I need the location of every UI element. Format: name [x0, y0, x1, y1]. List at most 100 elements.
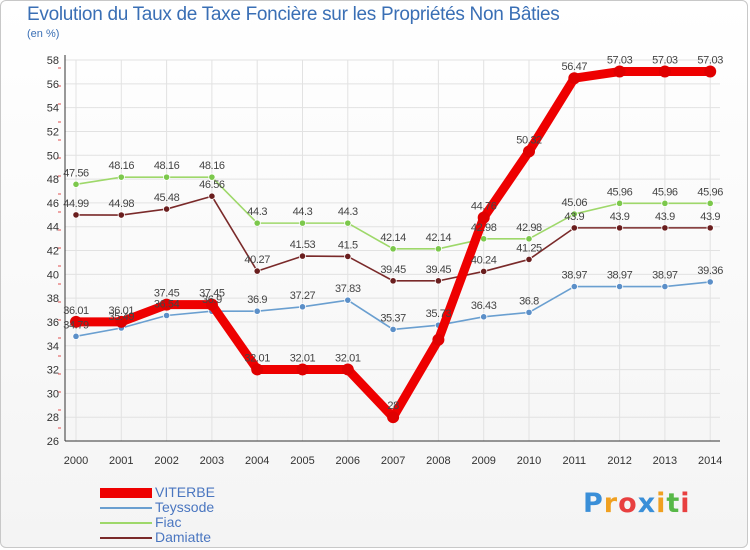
x-tick-label-2013: 2013 — [653, 455, 677, 467]
data-point-damiatte-2003 — [209, 193, 215, 199]
x-tick-label-2004: 2004 — [245, 455, 269, 467]
data-label-teyssode-2000: 34.79 — [63, 319, 89, 331]
data-label-fiac-2005: 44.3 — [293, 206, 313, 218]
data-point-damiatte-2008 — [435, 278, 441, 284]
data-point-fiac-2007 — [390, 246, 396, 252]
data-point-viterbe-2011 — [568, 72, 580, 84]
data-point-teyssode-2004 — [254, 308, 260, 314]
data-point-viterbe-2004 — [251, 363, 263, 375]
data-label-viterbe-2012: 57.03 — [607, 55, 633, 67]
y-tick-label-50: 50 — [47, 150, 59, 162]
data-label-teyssode-2010: 36.8 — [519, 295, 539, 307]
legend-swatch-teyssode — [100, 507, 152, 509]
data-point-fiac-2010 — [526, 236, 532, 242]
legend-item-fiac[interactable]: Fiac — [100, 515, 260, 530]
legend-item-viterbe[interactable]: VITERBE — [100, 485, 260, 500]
data-label-fiac-2010: 42.98 — [516, 222, 542, 234]
data-point-viterbe-2008 — [432, 334, 444, 346]
data-point-teyssode-2005 — [299, 304, 305, 310]
data-point-viterbe-2005 — [297, 363, 309, 375]
data-point-teyssode-2000 — [73, 333, 79, 339]
y-tick-label-34: 34 — [47, 341, 59, 353]
data-point-damiatte-2001 — [118, 212, 124, 218]
data-label-teyssode-2013: 38.97 — [652, 270, 678, 282]
data-point-teyssode-2009 — [481, 314, 487, 320]
data-point-teyssode-2010 — [526, 309, 532, 315]
data-label-damiatte-2013: 43.9 — [655, 211, 675, 223]
data-label-fiac-2002: 48.16 — [154, 160, 180, 172]
data-point-viterbe-2014 — [704, 66, 716, 78]
data-label-fiac-2000: 47.56 — [63, 167, 89, 179]
legend-swatch-fiac — [100, 522, 152, 524]
data-point-fiac-2013 — [662, 200, 668, 206]
y-tick-label-56: 56 — [47, 79, 59, 91]
y-tick-label-52: 52 — [47, 126, 59, 138]
data-label-damiatte-2006: 41.5 — [338, 239, 358, 251]
y-tick-label-44: 44 — [47, 222, 59, 234]
data-point-damiatte-2009 — [481, 268, 487, 274]
data-label-damiatte-2008: 39.45 — [426, 264, 452, 276]
data-label-damiatte-2010: 41.25 — [516, 242, 542, 254]
data-label-fiac-2014: 45.96 — [697, 186, 723, 198]
data-label-fiac-2001: 48.16 — [109, 160, 135, 172]
data-label-viterbe-2001: 36.01 — [109, 305, 135, 317]
data-label-viterbe-2009: 44.76 — [471, 201, 497, 213]
data-label-teyssode-2012: 38.97 — [607, 270, 633, 282]
data-label-fiac-2006: 44.3 — [338, 206, 358, 218]
axes — [58, 55, 720, 441]
y-tick-label-40: 40 — [47, 269, 59, 281]
data-point-damiatte-2013 — [662, 225, 668, 231]
data-point-teyssode-2014 — [707, 279, 713, 285]
data-point-damiatte-2007 — [390, 278, 396, 284]
x-tick-label-2001: 2001 — [109, 455, 133, 467]
legend-item-teyssode[interactable]: Teyssode — [100, 500, 260, 515]
data-point-fiac-2004 — [254, 220, 260, 226]
data-point-fiac-2008 — [435, 246, 441, 252]
data-point-viterbe-2010 — [523, 145, 535, 157]
x-tick-label-2005: 2005 — [290, 455, 314, 467]
x-tick-label-2002: 2002 — [154, 455, 178, 467]
y-tick-label-32: 32 — [47, 365, 59, 377]
x-tick-label-2011: 2011 — [562, 455, 586, 467]
data-label-viterbe-2007: 28 — [387, 400, 399, 412]
data-point-teyssode-2002 — [163, 312, 169, 318]
data-label-viterbe-2003: 37.45 — [199, 288, 225, 300]
legend-label-damiatte: Damiatte — [155, 530, 211, 545]
data-label-damiatte-2005: 41.53 — [290, 239, 316, 251]
data-label-viterbe-2011: 56.47 — [562, 61, 588, 73]
y-tick-label-28: 28 — [47, 412, 59, 424]
data-point-damiatte-2011 — [571, 225, 577, 231]
data-label-teyssode-2005: 37.27 — [290, 290, 316, 302]
data-label-fiac-2008: 42.14 — [426, 232, 452, 244]
data-label-viterbe-2010: 50.32 — [516, 134, 542, 146]
x-tick-label-2010: 2010 — [517, 455, 541, 467]
y-tick-label-26: 26 — [47, 436, 59, 448]
data-label-viterbe-2005: 32.01 — [290, 352, 316, 364]
y-tick-label-38: 38 — [47, 293, 59, 305]
data-point-fiac-2014 — [707, 200, 713, 206]
data-label-damiatte-2007: 39.45 — [380, 264, 406, 276]
data-point-viterbe-2013 — [659, 66, 671, 78]
x-tick-label-2014: 2014 — [698, 455, 722, 467]
legend-item-damiatte[interactable]: Damiatte — [100, 530, 260, 545]
y-tick-label-48: 48 — [47, 174, 59, 186]
data-label-damiatte-2014: 43.9 — [700, 211, 720, 223]
data-point-fiac-2006 — [345, 220, 351, 226]
data-point-damiatte-2006 — [345, 253, 351, 259]
data-label-viterbe-2000: 36.01 — [63, 305, 89, 317]
logo-letter: i — [680, 488, 690, 519]
data-label-damiatte-2000: 44.99 — [63, 198, 89, 210]
legend-label-fiac: Fiac — [155, 515, 181, 530]
data-label-teyssode-2008: 35.73 — [426, 308, 452, 320]
logo-letter: o — [618, 488, 638, 519]
data-label-teyssode-2002: 36.54 — [154, 299, 180, 311]
data-label-viterbe-2002: 37.45 — [154, 288, 180, 300]
x-tick-label-2003: 2003 — [200, 455, 224, 467]
data-label-viterbe-2004: 32.01 — [244, 352, 270, 364]
data-point-teyssode-2012 — [616, 283, 622, 289]
data-point-damiatte-2004 — [254, 268, 260, 274]
data-label-fiac-2007: 42.14 — [380, 232, 406, 244]
data-label-damiatte-2002: 45.48 — [154, 192, 180, 204]
data-label-fiac-2012: 45.96 — [607, 186, 633, 198]
data-point-teyssode-2013 — [662, 283, 668, 289]
